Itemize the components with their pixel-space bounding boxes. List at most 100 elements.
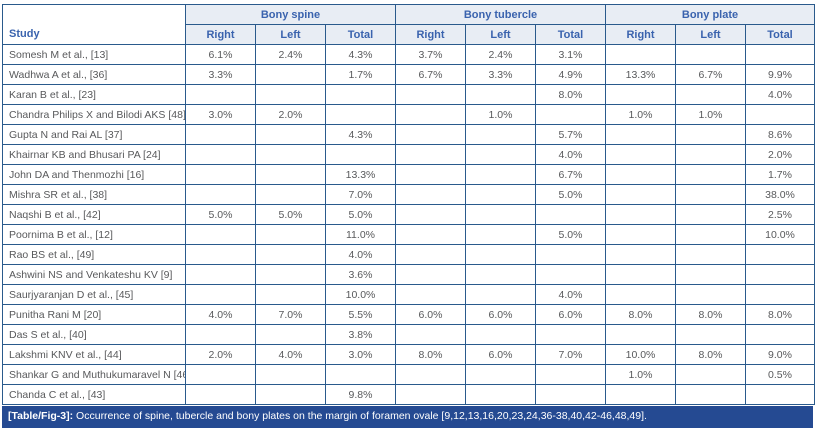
value-cell: 6.0% [395, 304, 466, 325]
study-cell: Naqshi B et al., [42] [2, 204, 186, 225]
caption-text: Occurrence of spine, tubercle and bony p… [73, 410, 647, 422]
value-cell [535, 324, 606, 345]
study-cell: Somesh M et al., [13] [2, 44, 186, 65]
value-cell [255, 64, 326, 85]
value-cell [395, 244, 466, 265]
table-row: Karan B et al., [23] 8.0% 4.0% [2, 84, 815, 105]
value-cell [185, 364, 256, 385]
subheader-bony-spine-total: Total [325, 24, 396, 45]
study-column-header: Study [2, 4, 186, 45]
study-cell: Punitha Rani M [20] [2, 304, 186, 325]
value-cell [465, 164, 536, 185]
value-cell [255, 244, 326, 265]
value-cell: 6.7% [395, 64, 466, 85]
value-cell [185, 324, 256, 345]
value-cell [465, 224, 536, 245]
value-cell [395, 284, 466, 305]
value-cell: 5.0% [185, 204, 256, 225]
value-cell: 5.0% [535, 224, 606, 245]
value-cell: 4.3% [325, 124, 396, 145]
value-cell [675, 244, 746, 265]
group-header-bony-tubercle: Bony tubercle [395, 4, 606, 25]
value-cell [255, 184, 326, 205]
subheader-bony-plate-total: Total [744, 24, 815, 45]
value-cell [675, 224, 746, 245]
value-cell [465, 364, 536, 385]
value-cell: 2.0% [185, 344, 256, 365]
value-cell: 8.0% [675, 344, 746, 365]
value-cell: 11.0% [325, 224, 396, 245]
value-cell [535, 104, 606, 125]
value-cell: 10.0% [325, 284, 396, 305]
table-row: Gupta N and Rai AL [37] 4.3% 5.7% 8.6% [2, 124, 815, 145]
table-row: Punitha Rani M [20] 4.0% 7.0% 5.5% 6.0% 6.0% 6… [2, 304, 815, 325]
subheader-bony-plate-left: Left [675, 24, 746, 45]
value-cell [185, 384, 256, 405]
value-cell: 1.0% [465, 104, 536, 125]
value-cell [675, 384, 746, 405]
value-cell [605, 184, 676, 205]
value-cell: 8.6% [744, 124, 815, 145]
value-cell [535, 204, 606, 225]
value-cell [675, 144, 746, 165]
study-cell: Shankar G and Muthukumaravel N [46] [2, 364, 186, 385]
value-cell [255, 324, 326, 345]
table-row: Naqshi B et al., [42] 5.0% 5.0% 5.0% 2.5% [2, 204, 815, 225]
value-cell [185, 124, 256, 145]
table-figure: Study Bony spine Bony tubercle Bony plate … [2, 4, 815, 428]
study-cell: Saurjyaranjan D et al., [45] [2, 284, 186, 305]
value-cell: 2.4% [465, 44, 536, 65]
table-row: Saurjyaranjan D et al., [45] 10.0% 4.0% [2, 284, 815, 305]
table-row: Das S et al., [40] 3.8% [2, 324, 815, 345]
value-cell: 2.4% [255, 44, 326, 65]
value-cell: 13.3% [325, 164, 396, 185]
value-cell [255, 284, 326, 305]
value-cell: 1.0% [605, 364, 676, 385]
value-cell [465, 124, 536, 145]
value-cell: 5.0% [325, 204, 396, 225]
table-row: Wadhwa A et al., [36] 3.3% 1.7% 6.7% 3.3% 4.9… [2, 64, 815, 85]
occurrence-table: Study Bony spine Bony tubercle Bony plate … [2, 4, 815, 405]
value-cell [744, 284, 815, 305]
value-cell [605, 324, 676, 345]
value-cell [395, 164, 466, 185]
value-cell [675, 204, 746, 225]
value-cell [744, 264, 815, 285]
value-cell [395, 84, 466, 105]
table-row: Ashwini NS and Venkateshu KV [9] 3.6% [2, 264, 815, 285]
value-cell [395, 384, 466, 405]
value-cell: 3.8% [325, 324, 396, 345]
value-cell: 2.5% [744, 204, 815, 225]
value-cell: 1.7% [744, 164, 815, 185]
subheader-bony-tubercle-right: Right [395, 24, 466, 45]
value-cell [325, 364, 396, 385]
value-cell: 6.0% [465, 344, 536, 365]
study-cell: Lakshmi KNV et al., [44] [2, 344, 186, 365]
value-cell [185, 84, 256, 105]
study-cell: Chanda C et al., [43] [2, 384, 186, 405]
table-row: Chanda C et al., [43] 9.8% [2, 384, 815, 405]
study-cell: Wadhwa A et al., [36] [2, 64, 186, 85]
value-cell: 3.6% [325, 264, 396, 285]
value-cell [395, 264, 466, 285]
value-cell [744, 384, 815, 405]
value-cell: 1.7% [325, 64, 396, 85]
value-cell: 0.5% [744, 364, 815, 385]
study-cell: Karan B et al., [23] [2, 84, 186, 105]
value-cell: 1.0% [605, 104, 676, 125]
value-cell [605, 204, 676, 225]
table-row: Chandra Philips X and Bilodi AKS [48] 3.0… [2, 104, 815, 125]
value-cell: 6.7% [675, 64, 746, 85]
value-cell [675, 184, 746, 205]
value-cell [535, 364, 606, 385]
value-cell [675, 84, 746, 105]
value-cell: 4.0% [535, 284, 606, 305]
value-cell: 3.0% [325, 344, 396, 365]
value-cell [395, 364, 466, 385]
value-cell: 4.0% [325, 244, 396, 265]
table-row: Lakshmi KNV et al., [44] 2.0% 4.0% 3.0% 8.0%… [2, 344, 815, 365]
value-cell: 5.0% [255, 204, 326, 225]
study-cell: Poornima B et al., [12] [2, 224, 186, 245]
value-cell [395, 124, 466, 145]
value-cell [395, 184, 466, 205]
